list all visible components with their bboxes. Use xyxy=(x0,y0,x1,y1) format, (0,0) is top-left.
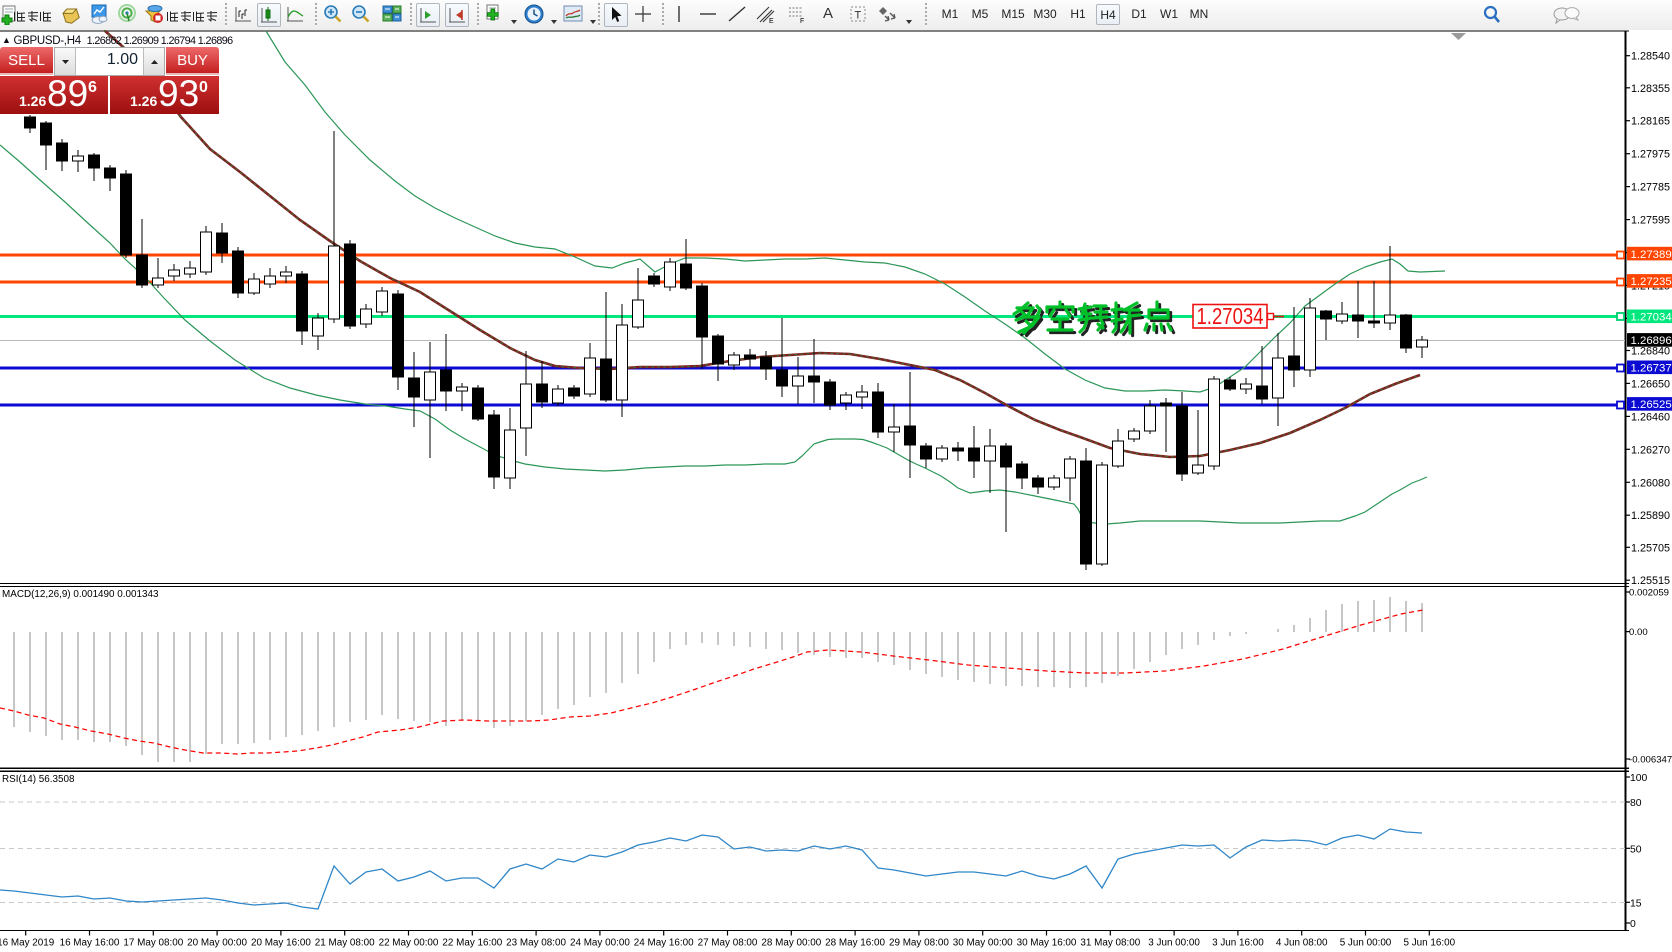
svg-text:1.25705: 1.25705 xyxy=(1631,542,1670,554)
svg-text:28 May 16:00: 28 May 16:00 xyxy=(825,938,885,949)
svg-text:MACD(12,26,9) 0.001490 0.00134: MACD(12,26,9) 0.001490 0.001343 xyxy=(2,589,159,600)
svg-text:24 May 00:00: 24 May 00:00 xyxy=(570,938,630,949)
svg-text:1.27034: 1.27034 xyxy=(1631,312,1672,324)
svg-text:1.26650: 1.26650 xyxy=(1631,378,1670,390)
svg-text:1.27389: 1.27389 xyxy=(1631,249,1672,261)
svg-text:80: 80 xyxy=(1630,798,1642,809)
svg-text:1.26840: 1.26840 xyxy=(1631,346,1670,358)
svg-text:3 Jun 16:00: 3 Jun 16:00 xyxy=(1212,938,1264,949)
svg-text:E: E xyxy=(769,18,774,25)
svg-text:23 May 08:00: 23 May 08:00 xyxy=(506,938,566,949)
svg-text:17 May 08:00: 17 May 08:00 xyxy=(123,938,183,949)
svg-text:0: 0 xyxy=(1630,919,1636,930)
svg-text:1.28355: 1.28355 xyxy=(1631,83,1670,95)
svg-text:1.26896: 1.26896 xyxy=(1631,335,1672,347)
svg-text:0.002059: 0.002059 xyxy=(1629,588,1669,599)
svg-text:1.27595: 1.27595 xyxy=(1631,215,1670,227)
svg-text:21 May 08:00: 21 May 08:00 xyxy=(315,938,375,949)
svg-text:RSI(14) 56.3508: RSI(14) 56.3508 xyxy=(2,774,75,785)
svg-text:4 Jun 08:00: 4 Jun 08:00 xyxy=(1276,938,1328,949)
svg-text:22 May 00:00: 22 May 00:00 xyxy=(379,938,439,949)
svg-text:27 May 08:00: 27 May 08:00 xyxy=(698,938,758,949)
svg-text:30 May 00:00: 30 May 00:00 xyxy=(953,938,1013,949)
svg-text:31 May 08:00: 31 May 08:00 xyxy=(1080,938,1140,949)
svg-text:1.28540: 1.28540 xyxy=(1631,51,1670,63)
svg-text:1.27785: 1.27785 xyxy=(1631,182,1670,194)
svg-text:20 May 00:00: 20 May 00:00 xyxy=(187,938,247,949)
svg-text:3 Jun 00:00: 3 Jun 00:00 xyxy=(1148,938,1200,949)
svg-text:22 May 16:00: 22 May 16:00 xyxy=(442,938,502,949)
svg-text:16 May 2019: 16 May 2019 xyxy=(0,938,55,949)
svg-text:15: 15 xyxy=(1630,898,1642,909)
svg-text:F: F xyxy=(800,18,804,25)
svg-text:T: T xyxy=(855,10,862,22)
svg-text:24 May 16:00: 24 May 16:00 xyxy=(634,938,694,949)
svg-text:100: 100 xyxy=(1630,773,1648,784)
svg-text:0.00: 0.00 xyxy=(1629,627,1648,638)
svg-text:1.26737: 1.26737 xyxy=(1631,363,1672,375)
svg-text:29 May 08:00: 29 May 08:00 xyxy=(889,938,949,949)
svg-text:1.27034: 1.27034 xyxy=(1197,303,1264,329)
svg-text:1.27975: 1.27975 xyxy=(1631,149,1670,161)
svg-text:30 May 16:00: 30 May 16:00 xyxy=(1017,938,1077,949)
svg-text:1.26525: 1.26525 xyxy=(1631,399,1672,411)
svg-text:1.25515: 1.25515 xyxy=(1631,575,1670,587)
svg-text:5 Jun 00:00: 5 Jun 00:00 xyxy=(1340,938,1392,949)
svg-text:5 Jun 16:00: 5 Jun 16:00 xyxy=(1403,938,1455,949)
svg-text:1.25890: 1.25890 xyxy=(1631,510,1670,522)
svg-text:20 May 16:00: 20 May 16:00 xyxy=(251,938,311,949)
svg-text:1.26080: 1.26080 xyxy=(1631,477,1670,489)
svg-text:1.26270: 1.26270 xyxy=(1631,444,1670,456)
svg-text:-0.006347: -0.006347 xyxy=(1629,755,1672,766)
svg-text:1.27235: 1.27235 xyxy=(1631,276,1672,288)
svg-text:50: 50 xyxy=(1630,844,1642,855)
svg-text:28 May 00:00: 28 May 00:00 xyxy=(761,938,821,949)
svg-text:16 May 16:00: 16 May 16:00 xyxy=(60,938,120,949)
svg-text:1.26460: 1.26460 xyxy=(1631,411,1670,423)
svg-text:1.28165: 1.28165 xyxy=(1631,116,1670,128)
